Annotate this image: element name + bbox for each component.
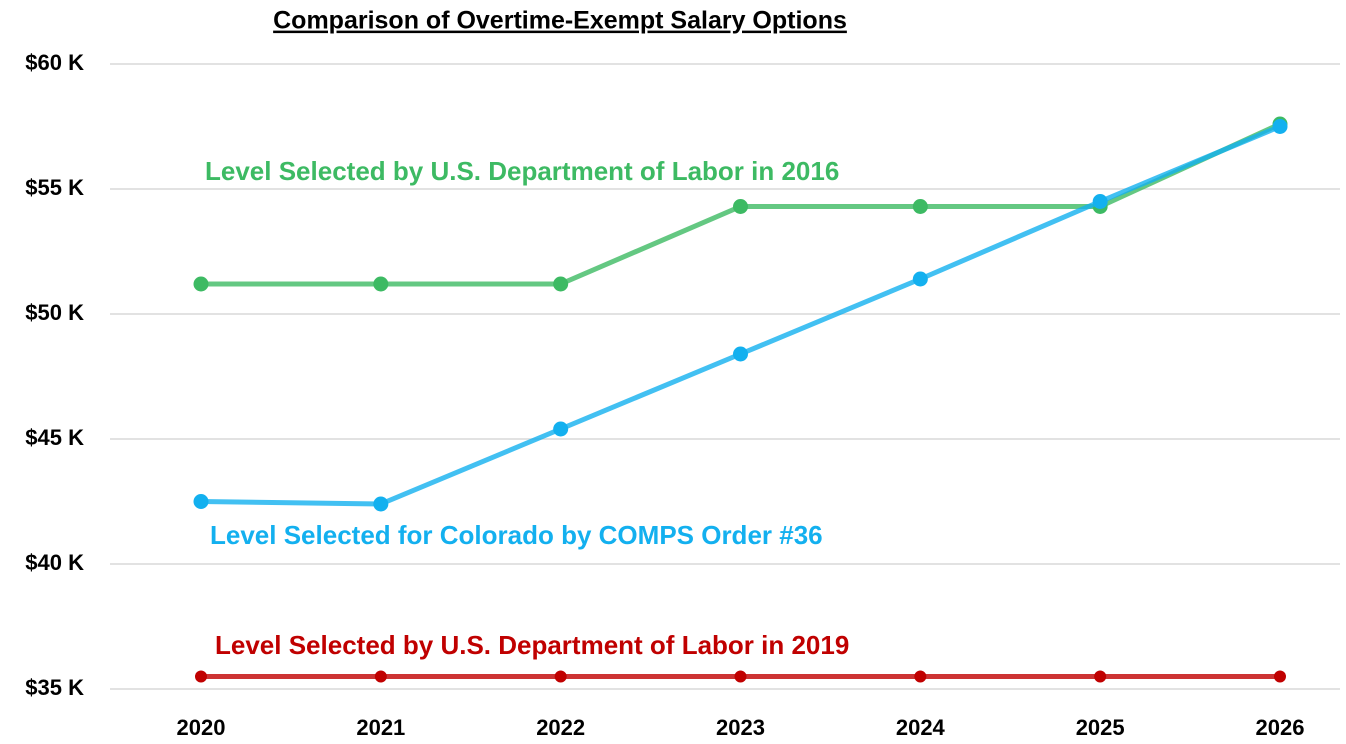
data-point <box>193 276 209 292</box>
data-point <box>1274 670 1286 683</box>
data-point <box>195 670 207 683</box>
series-label: Level Selected by U.S. Department of Lab… <box>215 630 849 660</box>
y-tick-label: $50 K <box>25 300 84 325</box>
y-tick-label: $45 K <box>25 425 84 450</box>
data-point <box>1092 194 1108 209</box>
data-point <box>373 276 389 292</box>
x-tick-label: 2024 <box>896 715 946 740</box>
data-point <box>374 670 387 683</box>
series-label: Level Selected for Colorado by COMPS Ord… <box>210 520 823 550</box>
x-tick-label: 2022 <box>536 715 585 740</box>
data-point <box>193 494 209 509</box>
data-point <box>553 421 569 437</box>
data-point <box>1272 119 1288 134</box>
x-tick-label: 2021 <box>356 715 405 740</box>
x-tick-label: 2025 <box>1076 715 1125 740</box>
data-point <box>733 199 748 214</box>
y-tick-label: $60 K <box>25 50 84 75</box>
data-point <box>912 271 928 287</box>
series-label: Level Selected by U.S. Department of Lab… <box>205 156 839 186</box>
data-point <box>734 670 747 683</box>
y-tick-label: $35 K <box>25 675 84 700</box>
data-point <box>1094 670 1107 683</box>
data-point <box>912 199 928 214</box>
x-tick-label: 2020 <box>177 715 226 740</box>
x-tick-label: 2023 <box>716 715 765 740</box>
data-point <box>373 496 389 512</box>
data-point <box>733 346 748 362</box>
x-tick-label: 2026 <box>1256 715 1305 740</box>
data-point <box>553 276 569 292</box>
data-point <box>914 670 927 683</box>
data-point <box>554 670 567 683</box>
y-tick-label: $55 K <box>25 175 84 200</box>
y-tick-label: $40 K <box>25 550 84 575</box>
chart-title: Comparison of Overtime-Exempt Salary Opt… <box>273 7 847 35</box>
